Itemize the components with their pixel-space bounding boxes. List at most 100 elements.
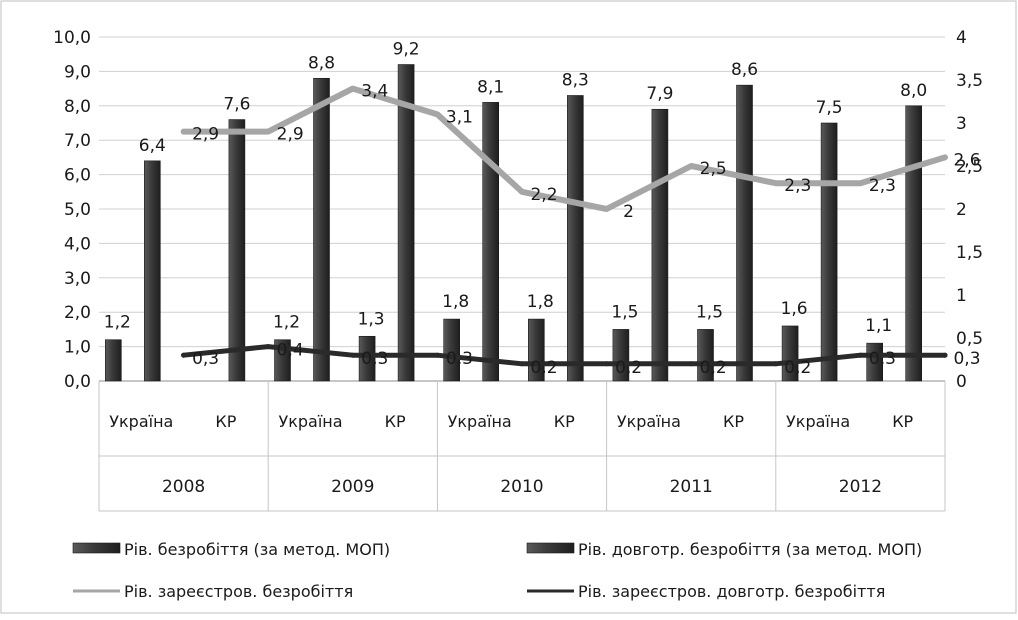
right-tick-label: 3,5 (956, 71, 983, 91)
line-registered-longterm (181, 344, 948, 367)
line-registered-longterm-label: 0,4 (277, 341, 304, 361)
category-label: Україна (448, 412, 512, 431)
line-registered-longterm-label: 0,2 (700, 358, 727, 378)
year-label: 2011 (670, 477, 713, 497)
bar-unemployment-label: 8,1 (477, 77, 504, 97)
bar-unemployment-label: 7,5 (816, 98, 843, 118)
legend-label: Рів. зареєстров. безробіття (124, 582, 353, 601)
category-label: КР (215, 412, 236, 431)
line-registered-label: 2,6 (953, 150, 980, 170)
bar-longterm-label: 1,1 (865, 316, 892, 336)
line-registered-label: 2,9 (277, 125, 304, 145)
category-label: КР (892, 412, 913, 431)
bar-unemployment-label: 7,6 (223, 95, 250, 115)
bar-longterm-label: 1,2 (104, 313, 131, 333)
legend-bar-swatch (526, 542, 575, 554)
line-point (350, 352, 356, 358)
bar-unemployment (228, 119, 246, 382)
line-registered-longterm-label: 0,3 (869, 349, 896, 369)
line-point (350, 86, 356, 92)
line-point (857, 180, 863, 186)
line-point (942, 352, 948, 358)
right-tick-label: 0,5 (956, 329, 983, 349)
legend-label: Рів. зареєстров. довготр. безробіття (578, 582, 885, 601)
line-registered-label: 2,3 (869, 176, 896, 196)
category-label: КР (554, 412, 575, 431)
bar-longterm (105, 339, 122, 382)
right-tick-label: 1,5 (956, 243, 983, 263)
left-tick-label: 0,0 (64, 372, 91, 392)
line-point (434, 111, 440, 117)
line-point (181, 352, 187, 358)
right-tick-label: 0 (956, 372, 967, 392)
bar-unemployment (313, 77, 330, 382)
line-registered-label: 3,1 (446, 107, 473, 127)
line-registered-label: 3,4 (361, 82, 388, 102)
line-registered-label: 2 (623, 202, 634, 222)
line-point (773, 180, 779, 186)
line-registered-longterm-label: 0,3 (953, 349, 980, 369)
data-labels: 6,4 1,2 7,6 8,8 1,2 9,2 1,3 8,1 1,8 8,3 1,8 7,9 1,5 8… (104, 40, 981, 378)
category-label: Україна (617, 412, 681, 431)
line-point (688, 163, 694, 169)
line-point (942, 154, 948, 160)
year-label: 2008 (162, 477, 205, 497)
year-label: 2010 (500, 477, 543, 497)
category-label: КР (723, 412, 744, 431)
bar-unemployment (820, 122, 838, 382)
bar-unemployment-label: 8,6 (731, 60, 758, 80)
bar-longterm (866, 342, 884, 382)
line-point (265, 344, 271, 350)
bar-longterm (443, 318, 461, 382)
legend-label: Рів. безробіття (за метод. МОП) (124, 540, 390, 559)
line-registered-label: 2,2 (530, 185, 557, 205)
bar-longterm-label: 1,6 (781, 299, 808, 319)
legend: Рів. безробіття (за метод. МОП) Рів. довг… (72, 540, 922, 601)
bar-unemployment-label: 7,9 (646, 84, 673, 104)
bar-unemployment (482, 102, 500, 382)
category-label: Україна (278, 412, 342, 431)
line-point (604, 206, 610, 212)
left-tick-label: 5,0 (64, 200, 91, 220)
line-registered-longterm-label: 0,2 (530, 358, 557, 378)
bar-unemployment (144, 160, 161, 382)
bar-unemployment-label: 8,0 (900, 81, 927, 101)
bar-longterm-label: 1,8 (442, 292, 469, 312)
line-point (181, 129, 187, 135)
bar-unemployment-label: 8,3 (562, 70, 589, 90)
line-point (519, 361, 525, 367)
bar-series (105, 64, 923, 382)
right-y-axis: 0 0,5 1 1,5 2 2,5 3 3,5 4 (956, 28, 983, 392)
right-tick-label: 1 (956, 286, 967, 306)
bar-longterm-label: 1,3 (358, 309, 385, 329)
left-tick-label: 10,0 (53, 28, 91, 48)
left-tick-label: 9,0 (64, 62, 91, 82)
line-registered-label: 2,5 (700, 159, 727, 179)
left-y-axis: 0,0 1,0 2,0 3,0 4,0 5,0 6,0 7,0 8,0 9,0 10,0 (53, 28, 91, 392)
left-tick-label: 2,0 (64, 303, 91, 323)
line-point (857, 352, 863, 358)
line-point (434, 352, 440, 358)
left-tick-label: 1,0 (64, 338, 91, 358)
line-registered-longterm-label: 0,3 (361, 349, 388, 369)
legend-bar-swatch (72, 542, 121, 554)
bar-longterm-label: 1,5 (696, 302, 723, 322)
left-tick-label: 4,0 (64, 234, 91, 254)
line-registered-longterm-label: 0,2 (784, 358, 811, 378)
bar-longterm (358, 335, 376, 382)
left-tick-label: 6,0 (64, 166, 91, 186)
line-point (519, 189, 525, 195)
right-tick-label: 3 (956, 114, 967, 134)
category-label: Україна (786, 412, 850, 431)
category-label: Україна (109, 412, 173, 431)
line-series (180, 85, 948, 367)
bar-longterm-label: 1,2 (273, 313, 300, 333)
bar-unemployment (397, 64, 415, 382)
bar-unemployment (905, 105, 923, 382)
category-labels: Україна КР Україна КР Україна КР Україна КР Укра… (109, 412, 913, 497)
line-registered-label: 2,3 (784, 176, 811, 196)
year-label: 2012 (839, 477, 882, 497)
line-registered-longterm-label: 0,3 (192, 349, 219, 369)
bar-unemployment (736, 84, 753, 382)
